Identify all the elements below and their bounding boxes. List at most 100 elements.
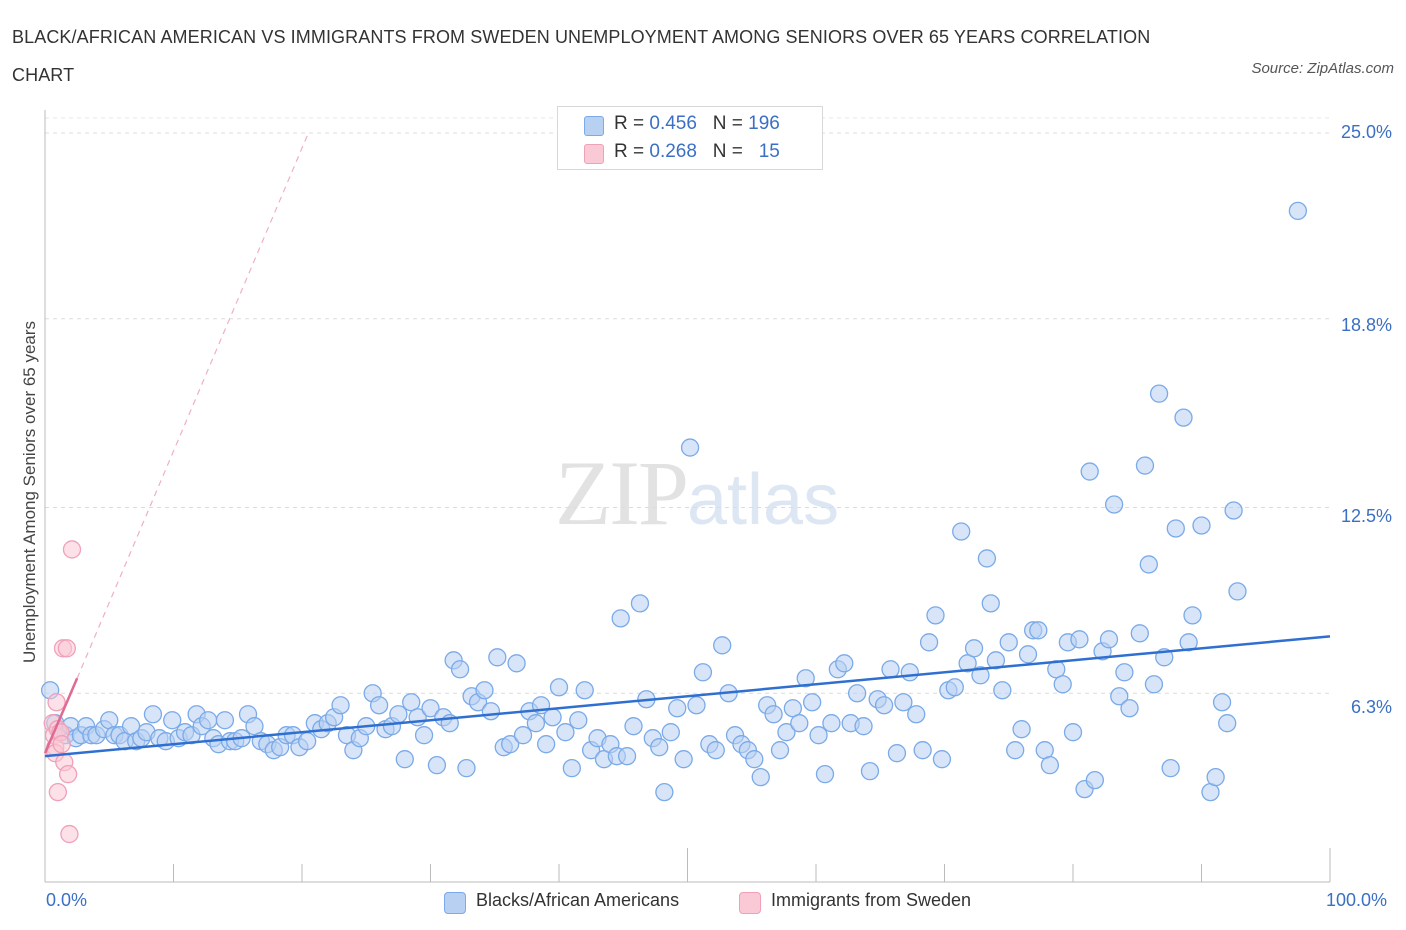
point-blacks-178 xyxy=(1135,456,1155,475)
point-blacks-167 xyxy=(1070,630,1089,649)
point-blacks-69 xyxy=(457,759,476,778)
point-blacks-186 xyxy=(1179,633,1198,652)
point-blacks-109 xyxy=(706,741,725,760)
chart-source: Source: ZipAtlas.com xyxy=(1251,60,1394,77)
point-blacks-72 xyxy=(475,681,494,700)
point-blacks-76 xyxy=(501,735,520,754)
point-blacks-122 xyxy=(790,714,809,733)
point-blacks-59 xyxy=(395,750,414,769)
point-blacks-155 xyxy=(999,633,1018,652)
correlation-legend: R = 0.456 N = 196 R = 0.268 N = 15 xyxy=(557,106,823,170)
point-blacks-94 xyxy=(611,609,630,628)
watermark: ZIPatlas xyxy=(555,440,839,546)
point-blacks-191 xyxy=(1212,693,1232,712)
point-blacks-142 xyxy=(919,633,939,652)
point-blacks-140 xyxy=(907,705,926,724)
point-blacks-132 xyxy=(854,717,873,736)
point-blacks-126 xyxy=(815,764,835,784)
point-blacks-87 xyxy=(569,711,588,730)
point-blacks-49 xyxy=(331,696,350,715)
x-tick-label-max: 100.0% xyxy=(1326,890,1388,910)
point-blacks-123 xyxy=(796,669,815,688)
point-blacks-103 xyxy=(668,699,687,718)
point-blacks-172 xyxy=(1099,630,1119,649)
point-blacks-135 xyxy=(874,696,894,715)
x-tick-label-min: 0.0% xyxy=(46,890,88,910)
point-blacks-151 xyxy=(977,549,997,568)
point-blacks-102 xyxy=(661,723,680,742)
point-blacks-78 xyxy=(513,726,533,745)
point-blacks-146 xyxy=(945,678,964,697)
point-blacks-179 xyxy=(1139,555,1158,574)
point-blacks-153 xyxy=(986,651,1006,670)
point-blacks-170 xyxy=(1085,770,1104,790)
point-blacks-185 xyxy=(1174,408,1193,427)
point-blacks-177 xyxy=(1130,624,1149,643)
point-blacks-105 xyxy=(680,438,700,457)
point-blacks-44 xyxy=(297,732,317,751)
legend-stats-blacks: R = 0.456 N = 196 xyxy=(614,113,780,134)
point-blacks-154 xyxy=(993,681,1012,700)
point-sweden-12 xyxy=(58,764,78,784)
point-blacks-166 xyxy=(1063,723,1083,742)
point-sweden-14 xyxy=(62,540,82,559)
point-blacks-138 xyxy=(894,693,913,712)
chart-title: BLACK/AFRICAN AMERICAN VS IMMIGRANTS FRO… xyxy=(12,27,1151,85)
point-blacks-104 xyxy=(674,750,693,769)
point-blacks-120 xyxy=(777,723,796,742)
point-blacks-19 xyxy=(143,705,163,724)
point-blacks-136 xyxy=(881,660,900,679)
point-blacks-183 xyxy=(1161,759,1180,778)
point-blacks-80 xyxy=(526,714,546,733)
point-blacks-139 xyxy=(900,663,919,682)
point-blacks-147 xyxy=(952,522,971,541)
point-blacks-101 xyxy=(655,782,674,802)
legend-stats-sweden: R = 0.268 N = 15 xyxy=(614,141,780,162)
y-tick-label-6-3: 6.3% xyxy=(1350,697,1392,717)
series-swatch-pink xyxy=(739,892,761,914)
point-blacks-181 xyxy=(1149,384,1169,403)
point-blacks-82 xyxy=(537,735,556,754)
point-blacks-62 xyxy=(414,726,434,745)
point-blacks-131 xyxy=(847,684,867,703)
point-blacks-68 xyxy=(450,660,470,679)
point-blacks-77 xyxy=(507,654,526,673)
point-blacks-192 xyxy=(1218,714,1237,733)
point-blacks-194 xyxy=(1228,582,1247,601)
point-blacks-28 xyxy=(199,711,218,730)
point-blacks-22 xyxy=(163,711,182,730)
point-blacks-164 xyxy=(1053,675,1072,694)
point-sweden-6 xyxy=(48,782,67,802)
point-blacks-31 xyxy=(215,711,235,730)
point-blacks-119 xyxy=(770,741,790,760)
point-blacks-84 xyxy=(549,678,569,697)
point-blacks-63 xyxy=(421,699,440,718)
point-blacks-184 xyxy=(1166,519,1185,538)
point-blacks-158 xyxy=(1018,645,1038,664)
point-blacks-55 xyxy=(369,696,389,715)
point-blacks-173 xyxy=(1104,495,1124,514)
point-sweden-13 xyxy=(60,824,79,844)
legend-swatch-blue xyxy=(584,116,604,136)
point-blacks-64 xyxy=(427,756,447,775)
trendline-sweden xyxy=(43,677,79,754)
point-blacks-83 xyxy=(543,708,562,727)
point-blacks-86 xyxy=(562,759,581,778)
point-blacks-133 xyxy=(860,761,880,781)
point-blacks-58 xyxy=(389,705,408,724)
point-blacks-175 xyxy=(1115,663,1134,682)
point-sweden-11 xyxy=(57,639,76,658)
point-blacks-127 xyxy=(822,714,841,733)
point-blacks-149 xyxy=(964,639,984,658)
point-blacks-106 xyxy=(687,696,706,715)
point-blacks-118 xyxy=(764,705,783,724)
point-blacks-129 xyxy=(835,654,854,673)
point-blacks-107 xyxy=(693,663,713,682)
point-blacks-187 xyxy=(1183,606,1202,625)
y-tick-label-18-8: 18.8% xyxy=(1340,315,1392,335)
point-blacks-150 xyxy=(971,666,990,685)
trendline-sweden-extended xyxy=(76,132,309,679)
y-tick-label-25: 25.0% xyxy=(1340,122,1392,142)
point-blacks-174 xyxy=(1110,687,1129,706)
point-blacks-144 xyxy=(932,750,952,769)
